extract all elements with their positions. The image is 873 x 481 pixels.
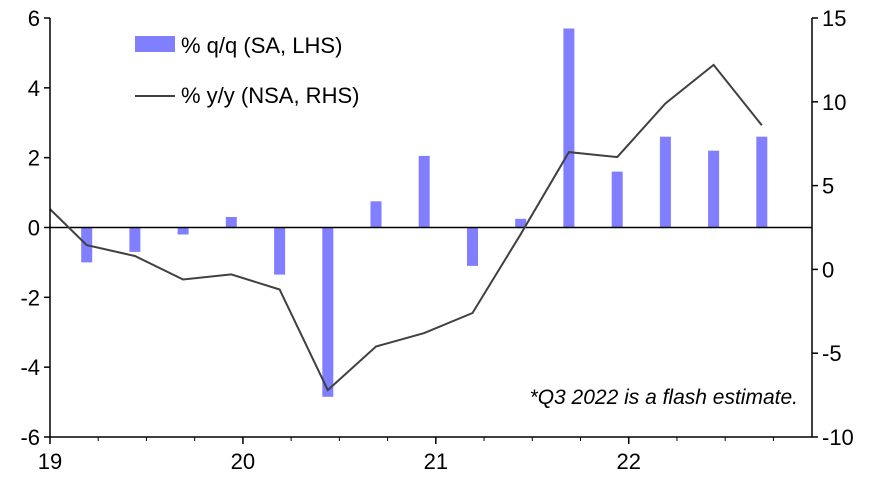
- left-tick-label-3: 0: [28, 216, 40, 241]
- legend-bar-swatch: [135, 36, 175, 52]
- bar-9: [515, 218, 527, 228]
- left-tick-label-1: 4: [28, 76, 40, 101]
- right-tick-label-0: 15: [822, 6, 846, 31]
- legend-bar-label: % q/q (SA, LHS): [181, 33, 342, 58]
- bar-8: [467, 227, 478, 266]
- bar-2: [177, 227, 189, 235]
- x-tick-label-0: 19: [38, 449, 62, 474]
- bar-3: [225, 217, 237, 228]
- left-tick-label-5: -4: [20, 355, 40, 380]
- legend-line-label: % y/y (NSA, RHS): [181, 83, 359, 108]
- bar-10: [563, 28, 575, 228]
- bar-7: [418, 155, 430, 228]
- right-tick-label-4: -5: [822, 341, 842, 366]
- left-tick-label-0: 6: [28, 6, 40, 31]
- right-tick-label-2: 5: [822, 174, 834, 199]
- bars-layer: [81, 28, 768, 397]
- right-tick-label-5: -10: [822, 425, 854, 450]
- bar-13: [708, 150, 720, 228]
- x-tick-label-3: 22: [616, 449, 640, 474]
- bar-5: [322, 227, 334, 397]
- legend: % q/q (SA, LHS) % y/y (NSA, RHS): [135, 33, 359, 108]
- bar-6: [370, 201, 382, 228]
- bar-14: [756, 136, 768, 228]
- x-tick-label-2: 21: [424, 449, 448, 474]
- left-tick-label-6: -6: [20, 425, 40, 450]
- bar-12: [659, 136, 671, 228]
- line-layer: [49, 63, 763, 392]
- x-tick-label-1: 20: [231, 449, 255, 474]
- bar-11: [611, 171, 623, 228]
- right-tick-label-1: 10: [822, 90, 846, 115]
- left-tick-label-4: -2: [20, 285, 40, 310]
- bar-1: [129, 227, 141, 252]
- bar-4: [274, 227, 286, 275]
- right-tick-label-3: 0: [822, 257, 834, 282]
- left-tick-label-2: 2: [28, 146, 40, 171]
- yy-line: [49, 63, 763, 392]
- flash-estimate-note: *Q3 2022 is a flash estimate.: [530, 386, 798, 409]
